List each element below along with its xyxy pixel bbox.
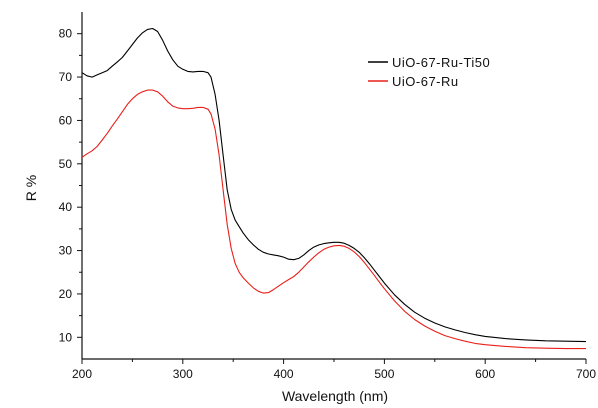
y-axis-title: R % <box>23 175 39 201</box>
series-line-2 <box>81 89 586 350</box>
axes-frame <box>81 12 586 360</box>
series-line-1 <box>81 27 587 343</box>
y-tick-label: 40 <box>59 200 73 214</box>
x-tick-label: 500 <box>374 367 394 381</box>
legend-label-series-2: UiO-67-Ru <box>392 74 459 89</box>
y-tick-label: 80 <box>59 27 73 41</box>
y-tick-label: 60 <box>59 113 73 127</box>
x-axis-title: Wavelength (nm) <box>282 388 388 404</box>
legend: UiO-67-Ru-Ti50 UiO-67-Ru <box>368 55 490 89</box>
legend-label-series-1: UiO-67-Ru-Ti50 <box>392 55 490 70</box>
x-tick-label: 200 <box>72 367 92 381</box>
y-tick-label: 30 <box>59 244 73 258</box>
y-tick-label: 50 <box>59 157 73 171</box>
x-tick-label: 600 <box>475 367 495 381</box>
y-tick-label: 70 <box>59 70 73 84</box>
x-ticks: 200 300 400 500 600 700 <box>72 359 596 381</box>
x-tick-label: 300 <box>173 367 193 381</box>
y-ticks: 10 20 30 40 50 60 70 80 <box>59 27 82 344</box>
y-tick-label: 20 <box>59 287 73 301</box>
series-group <box>81 27 587 350</box>
x-tick-label: 400 <box>274 367 294 381</box>
y-tick-label: 10 <box>59 330 73 344</box>
x-tick-label: 700 <box>576 367 596 381</box>
